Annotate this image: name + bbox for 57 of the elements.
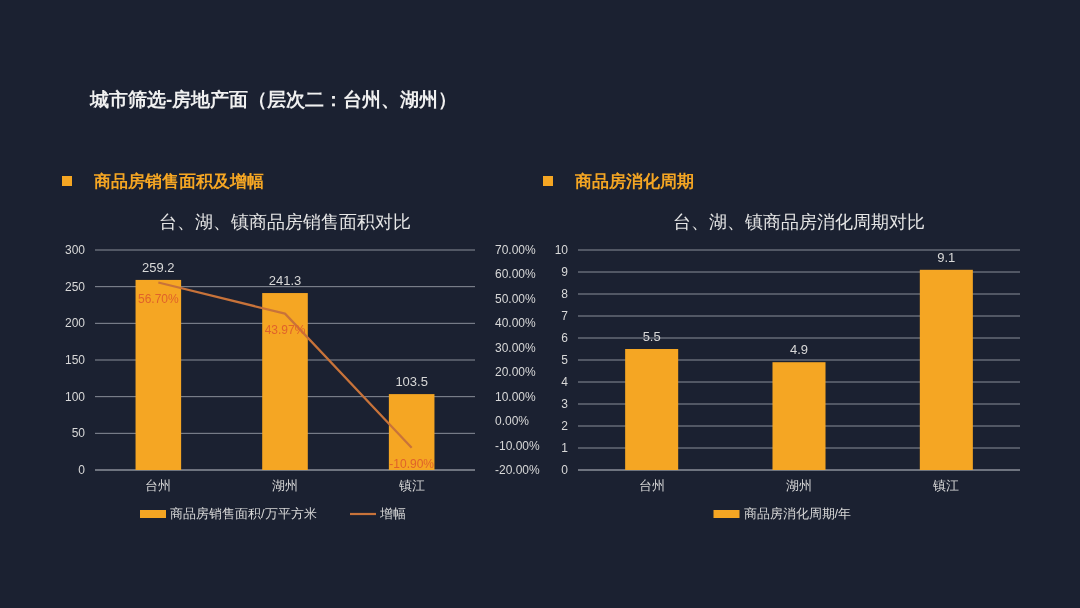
y-tick-label: 150: [64, 353, 86, 367]
y-tick-label: 5: [561, 353, 569, 367]
y2-tick-label: 30.00%: [495, 340, 537, 355]
bar: [625, 349, 679, 470]
x-tick-label: 台州: [638, 478, 665, 493]
y2-tick-label: 50.00%: [495, 291, 537, 306]
data-label: 103.5: [395, 374, 428, 390]
y2-tick-label: 20.00%: [495, 365, 537, 380]
legend-label: 商品房销售面积/万平方米: [170, 506, 317, 521]
x-tick-label: 镇江: [932, 478, 960, 493]
y-tick-label: 6: [561, 331, 569, 345]
y-tick-label: 7: [561, 309, 569, 323]
chart-title: 台、湖、镇商品房销售面积对比: [159, 212, 411, 232]
y-tick-label: 250: [64, 279, 86, 294]
data-label: 9.1: [937, 249, 956, 265]
x-tick-label: 台州: [145, 478, 172, 493]
y-tick-label: 50: [71, 426, 86, 441]
y-tick-label: 4: [561, 375, 569, 389]
legend-label: 商品房消化周期/年: [743, 506, 852, 521]
y2-tick-label: -20.00%: [495, 463, 541, 477]
y2-tick-label: 0.00%: [495, 414, 530, 429]
bar: [262, 293, 308, 470]
chart-title: 台、湖、镇商品房消化周期对比: [673, 212, 925, 232]
y-tick-label: 1: [561, 441, 569, 455]
data-label: 241.3: [268, 273, 302, 289]
bar: [772, 362, 826, 470]
y-tick-label: 3: [561, 397, 569, 411]
y-tick-label: 10: [554, 243, 569, 257]
x-tick-label: 湖州: [272, 478, 298, 493]
bar: [919, 269, 973, 470]
y2-tick-label: 60.00%: [495, 267, 537, 282]
text: 城市筛选-房地产面（层次二：台州、湖州）: [89, 89, 458, 110]
data-label: 43.97%: [264, 322, 306, 337]
data-label: 259.2: [142, 259, 175, 275]
x-tick-label: 镇江: [397, 478, 425, 493]
bar: [388, 394, 435, 470]
data-label: 4.9: [789, 342, 809, 358]
y2-tick-label: 70.00%: [495, 243, 537, 257]
data-label: -10.90%: [389, 456, 435, 471]
x-tick-label: 湖州: [786, 478, 812, 493]
y-tick-label: 2: [561, 419, 569, 433]
y-tick-label: 8: [561, 287, 569, 301]
text: 商品房销售面积及增幅: [93, 172, 264, 191]
y2-tick-label: 10.00%: [495, 389, 537, 404]
text: 商品房消化周期: [574, 172, 694, 191]
y-tick-label: 200: [64, 316, 86, 331]
data-label: 5.5: [642, 329, 661, 344]
y-tick-label: 100: [64, 389, 86, 404]
data-label: 56.70%: [137, 291, 180, 306]
y2-tick-label: -10.00%: [495, 438, 541, 453]
y-tick-label: 9: [561, 265, 569, 279]
bar: [135, 279, 182, 470]
y-tick-label: 300: [64, 243, 86, 257]
legend-label: 增幅: [379, 506, 406, 521]
y-tick-label: 0: [561, 463, 569, 477]
y-tick-label: 0: [78, 463, 86, 477]
y2-tick-label: 40.00%: [495, 316, 537, 331]
